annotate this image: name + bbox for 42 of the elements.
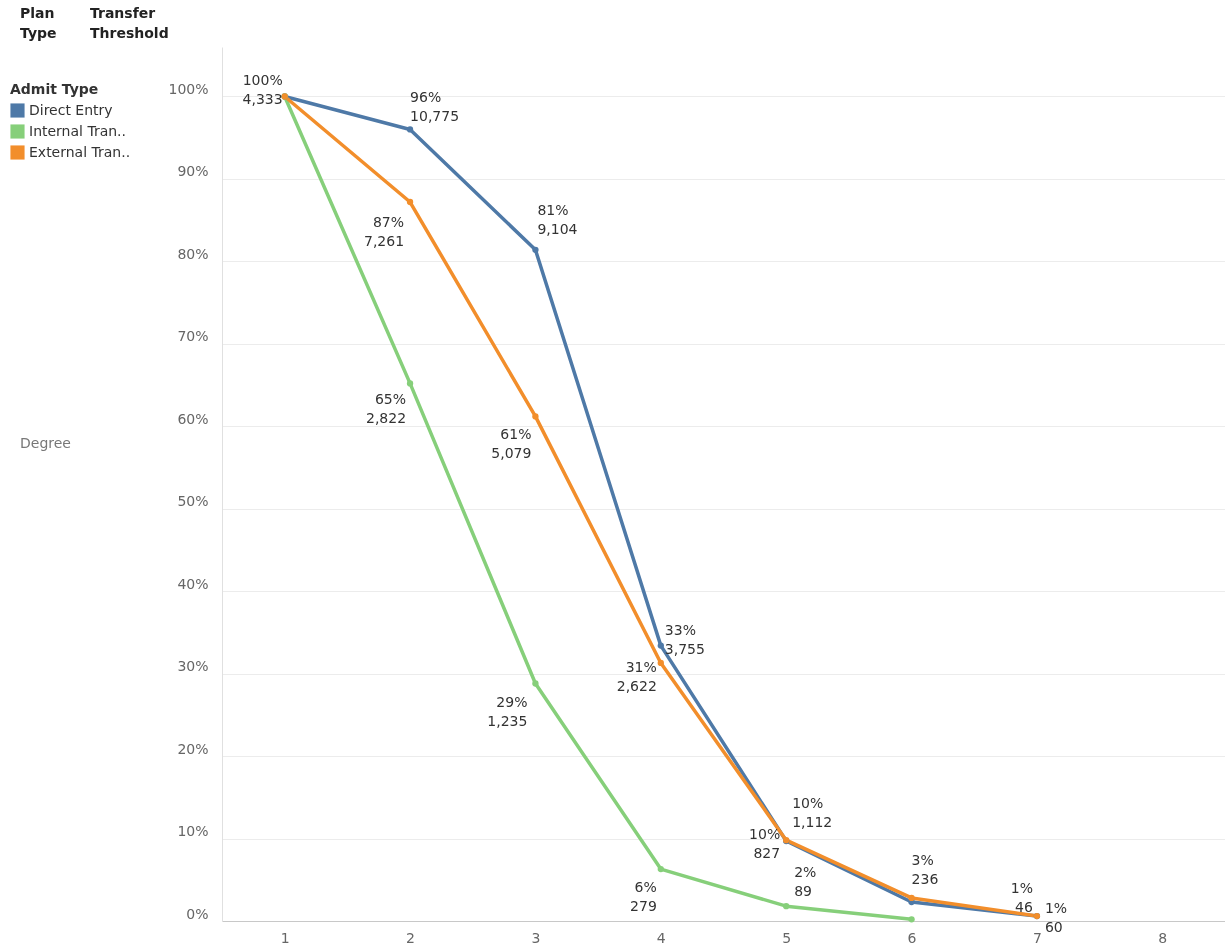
x-tick-label: 2 — [406, 929, 416, 946]
data-label: 3% 236 — [911, 851, 939, 887]
x-tick-label: 5 — [782, 929, 792, 946]
y-tick-label: 30% — [177, 658, 209, 675]
x-tick-label: 3 — [531, 929, 541, 946]
data-label: 81% 9,104 — [537, 201, 578, 237]
data-label: 1% 46 — [1010, 880, 1034, 916]
data-label: 6% 279 — [630, 879, 657, 915]
data-label: 10% 1,112 — [792, 795, 833, 831]
text: Plan Type — [20, 5, 57, 41]
data-label: 29% 1,235 — [487, 693, 528, 729]
x-tick-label: 7 — [1032, 929, 1042, 946]
data-label: 10% 827 — [749, 826, 781, 862]
x-tick-label: 1 — [280, 929, 290, 946]
y-tick-label: 50% — [177, 493, 209, 510]
data-label: 100% 4,333 — [242, 72, 283, 108]
data-label: 61% 5,079 — [491, 426, 532, 462]
data-label: 65% 2,822 — [365, 391, 407, 427]
y-tick-label: 90% — [177, 163, 209, 180]
data-label: 2% 89 — [794, 864, 817, 900]
legend-title: Admit Type — [10, 81, 99, 97]
data-label: 96% 10,775 — [410, 89, 460, 125]
y-tick-label: 60% — [177, 410, 209, 427]
text: Degree — [20, 435, 71, 451]
y-tick-label: 70% — [177, 328, 209, 345]
y-tick-label: 10% — [177, 823, 209, 840]
x-tick-label: 4 — [656, 929, 666, 946]
data-label: 87% 7,261 — [363, 214, 405, 250]
y-tick-label: 20% — [177, 740, 209, 757]
data-label: 1% 60 — [1044, 900, 1068, 936]
x-tick-label: 8 — [1158, 929, 1168, 946]
legend-label: External Tran.. — [29, 143, 131, 160]
legend-label: Direct Entry — [29, 101, 113, 118]
y-tick-label: 100% — [168, 80, 209, 97]
text: Transfer Threshold — [90, 5, 169, 41]
y-tick-label: 0% — [186, 905, 209, 922]
y-tick-label: 40% — [177, 575, 209, 592]
y-tick-label: 80% — [177, 245, 209, 262]
x-tick-label: 6 — [907, 929, 917, 946]
data-label: 33% 3,755 — [664, 621, 705, 657]
legend-label: Internal Tran.. — [29, 122, 127, 139]
data-label: 31% 2,622 — [616, 658, 657, 694]
